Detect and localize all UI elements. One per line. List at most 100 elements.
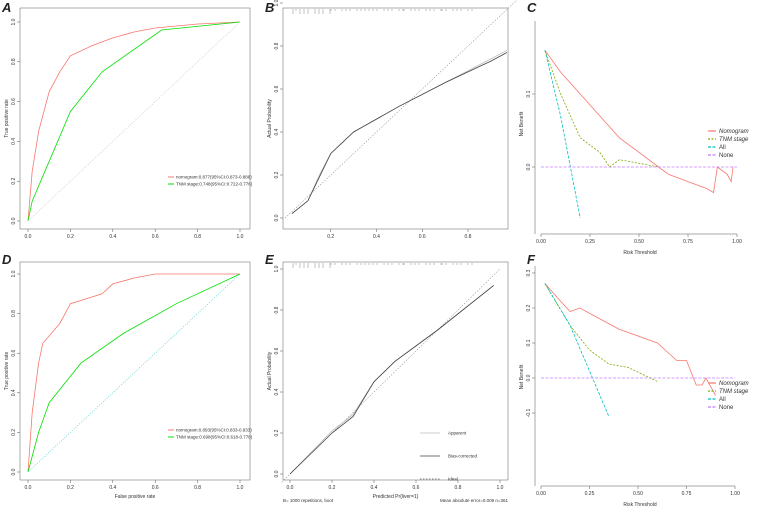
series-line-bias-corrected: [291, 52, 508, 215]
series-line-nomogram: [27, 21, 241, 222]
x-tick-label: 0.8: [465, 234, 472, 240]
y-tick-label: 0.6: [274, 85, 280, 92]
x-tick-label: 1.00: [732, 239, 742, 245]
y-tick-label: -0.1: [526, 408, 532, 417]
plot-frame: [19, 7, 251, 230]
x-tick-label: 0.2: [67, 234, 74, 240]
plot-frame: [282, 261, 509, 481]
y-tick-label: 0.4: [11, 389, 17, 396]
legend-label: TNM stage: [719, 137, 749, 143]
legend-label: nomogram:0.877(95%CI:0.873-0.888): [176, 175, 252, 180]
series-line-apparent: [289, 285, 494, 475]
y-axis-label: Actual Probability: [267, 99, 273, 138]
y-axis-label: True positive rate: [4, 352, 10, 391]
x-tick-label: 0.8: [455, 485, 462, 491]
x-axis-label: Predicted Pr{liver=1}: [373, 494, 419, 500]
x-tick-label: 0.25: [585, 491, 595, 497]
plot-frame: [535, 262, 745, 492]
panel-label-F: F: [527, 252, 536, 267]
legend-label: Bias-corrected: [448, 454, 478, 459]
series-line-tnm-stage: [544, 50, 659, 168]
series-line-bias-corrected: [289, 285, 494, 475]
x-tick-label: 0.2: [67, 485, 74, 491]
x-tick-label: 0.2: [327, 234, 334, 240]
y-tick-label: 0.8: [274, 42, 280, 49]
legend-label: TNM stage:0.698(95%CI:0.618-0.778): [176, 435, 253, 440]
legend-label: Ideal: [448, 477, 458, 482]
x-tick-label: 0.6: [419, 234, 426, 240]
series-line-reference: [27, 273, 241, 473]
y-tick-label: 0.0: [526, 374, 532, 381]
y-axis-label: Actual Probability: [267, 351, 273, 390]
series-line-nomogram: [27, 273, 240, 473]
x-tick-label: 0.6: [152, 485, 159, 491]
y-tick-label: 0.2: [11, 178, 17, 185]
series-line-apparent: [291, 49, 508, 215]
x-axis-label: False positive rate: [115, 494, 156, 500]
y-axis-label: Net Benefit: [519, 364, 525, 389]
x-tick-label: 0.00: [536, 239, 546, 245]
y-tick-label: 0.0: [274, 470, 280, 477]
panel-label-C: C: [527, 0, 537, 15]
series-line-nomogram: [544, 283, 716, 396]
series-line-nomogram: [544, 49, 734, 194]
x-tick-label: 0.4: [109, 485, 116, 491]
y-tick-label: 0.4: [274, 128, 280, 135]
panel-label-A: A: [1, 0, 11, 15]
legend-label: All: [719, 397, 726, 403]
y-tick-label: 0.0: [11, 468, 17, 475]
legend-label: TNM stage:0.748(95%CI:0.722-0.776): [176, 182, 253, 187]
y-tick-label: 0.0: [11, 217, 17, 224]
x-tick-label: 0.75: [682, 491, 692, 497]
legend-label: Nomogram: [719, 129, 749, 135]
x-tick-label: 0.6: [152, 234, 159, 240]
y-tick-label: 0.8: [11, 310, 17, 317]
y-tick-label: 1.0: [11, 270, 17, 277]
y-tick-label: 0.2: [11, 429, 17, 436]
x-tick-label: 1.00: [730, 491, 740, 497]
y-tick-label: 1.0: [274, 265, 280, 272]
plot-frame: [535, 8, 745, 240]
series-line-all: [544, 283, 610, 417]
y-tick-label: 1.0: [274, 0, 280, 6]
y-tick-label: 0.2: [274, 429, 280, 436]
y-tick-label: 0.0: [274, 214, 280, 221]
y-tick-label: 0.2: [526, 304, 532, 311]
y-tick-label: 0.6: [11, 98, 17, 105]
x-tick-label: 0.0: [287, 485, 294, 491]
x-tick-label: 1.0: [237, 485, 244, 491]
x-tick-label: 0.0: [25, 485, 32, 491]
x-tick-label: 0.75: [683, 239, 693, 245]
series-line-all: [544, 50, 581, 219]
x-tick-label: 0.50: [634, 239, 644, 245]
legend-label: None: [719, 405, 734, 411]
y-axis-label: Net Benefit: [519, 111, 525, 136]
y-tick-label: 0.2: [274, 171, 280, 178]
footer-right: Mean absolute error=0.009 n=361: [440, 498, 509, 503]
series-line-reference: [27, 21, 241, 222]
series-line-tnm-stage: [27, 21, 241, 222]
legend-label: None: [719, 153, 734, 159]
y-tick-label: 0.8: [274, 306, 280, 313]
x-tick-label: 0.4: [371, 485, 378, 491]
legend-label: Nomogram: [719, 381, 749, 387]
legend-label: nomogram:0.893(95%CI:0.833-0.933): [176, 428, 252, 433]
legend-label: TNM stage: [719, 389, 749, 395]
y-tick-label: 0.4: [11, 138, 17, 145]
y-tick-label: 0.3: [526, 269, 532, 276]
x-axis-label: Risk Threshold: [623, 250, 656, 256]
y-axis-label: True positive rate: [4, 99, 10, 138]
x-tick-label: 1.0: [497, 485, 504, 491]
x-tick-label: 0.4: [109, 234, 116, 240]
series-line-tnm-stage: [544, 283, 658, 382]
y-tick-label: 0.6: [11, 350, 17, 357]
x-tick-label: 0.4: [373, 234, 380, 240]
panel-label-B: B: [265, 0, 274, 15]
x-tick-label: 0.2: [329, 485, 336, 491]
x-axis-label: Risk Threshold: [623, 502, 656, 508]
x-tick-label: 1.0: [237, 234, 244, 240]
x-tick-label: 0.00: [536, 491, 546, 497]
y-tick-label: 0.1: [526, 90, 532, 97]
legend-label: Apparent: [448, 431, 467, 436]
x-tick-label: 0.25: [585, 239, 595, 245]
